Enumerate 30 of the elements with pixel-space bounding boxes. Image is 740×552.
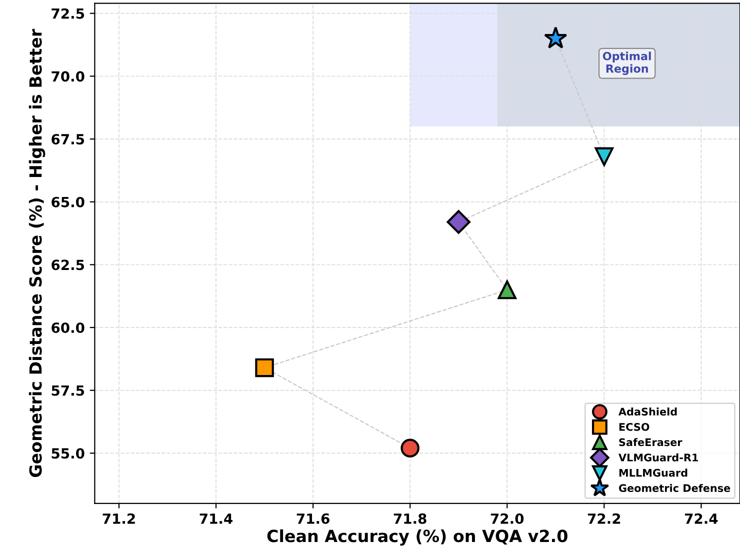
legend-label: MLLMGuard [619, 468, 688, 477]
x-tick-label: 72.2 [588, 513, 620, 524]
x-tick-label: 71.8 [394, 513, 426, 524]
y-axis-title: Geometric Distance Score (%) - Higher is Better [28, 28, 46, 478]
y-tick-label: 72.5 [52, 8, 84, 19]
legend-label: AdaShield [618, 408, 677, 416]
legend-label: SafeEraser [619, 438, 682, 446]
point [594, 147, 614, 166]
legend-label: Geometric Defense [618, 484, 730, 492]
y-tick-label: 65.0 [52, 196, 84, 208]
point [544, 26, 568, 49]
annotation: Optimal Region [602, 52, 651, 75]
y-tick-label: 70.0 [52, 71, 84, 82]
x-tick-label: 71.2 [102, 513, 135, 524]
x-tick-label: 72.4 [684, 513, 718, 524]
y-tick-label: 67.5 [52, 134, 84, 144]
x-tick-label: 71.4 [200, 514, 233, 524]
x-tick-label: 72.0 [490, 513, 524, 524]
x-tick-label: 71.6 [296, 513, 330, 524]
y-tick-label: 62.5 [52, 260, 84, 270]
point [255, 358, 274, 378]
y-tick-label: 60.0 [52, 322, 84, 333]
y-tick-label: 57.5 [52, 385, 84, 396]
x-axis-title: Clean Accuracy (%) on VQA v2.0 [267, 529, 568, 546]
point [498, 280, 516, 300]
point [446, 210, 470, 234]
point [400, 438, 420, 458]
legend-label: VLMGuard-R1 [618, 453, 698, 462]
legend-label: ECSO [619, 422, 650, 431]
y-tick-label: 55.0 [52, 448, 84, 459]
